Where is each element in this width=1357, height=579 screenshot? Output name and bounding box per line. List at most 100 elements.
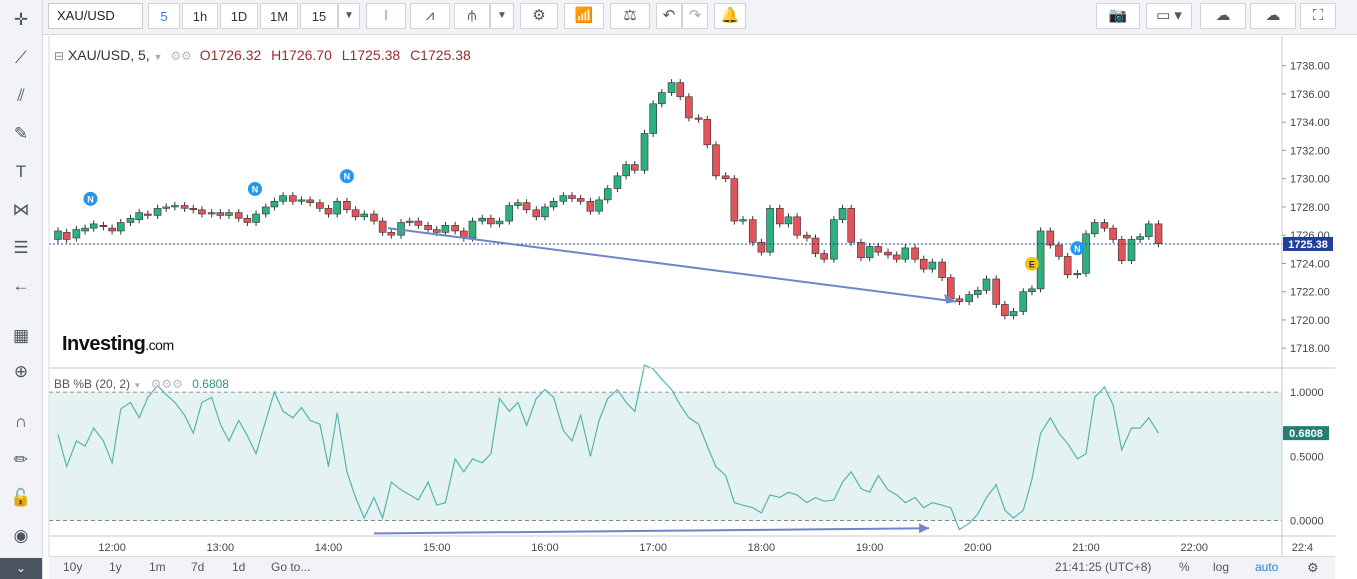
candle-down (685, 96, 693, 119)
indicator-tick-label: 0.5000 (1290, 451, 1324, 463)
eye-visibility-icon[interactable]: ◉ (13, 526, 29, 545)
time-tick-label: 20:00 (964, 542, 992, 554)
line-chart-icon[interactable]: ⩘ (410, 3, 450, 29)
timeframe-1d[interactable]: 1D (220, 3, 258, 29)
auto-scale-toggle[interactable]: auto (1255, 560, 1279, 574)
candle-down (424, 225, 432, 230)
fib-tool-icon[interactable]: ☰ (13, 238, 29, 257)
indicator-name: BB %B (20, 2) (54, 377, 131, 391)
text-tool-icon[interactable]: T (15, 162, 27, 181)
candle-up (162, 206, 171, 209)
legend-dropdown-icon[interactable]: ▼ (153, 52, 163, 62)
legend-settings-icons[interactable]: ⚙⚙ (170, 49, 192, 63)
candle-down (919, 258, 928, 270)
range-7d[interactable]: 7d (191, 560, 205, 574)
candle-up (559, 195, 568, 202)
redo-icon[interactable]: ↷ (682, 3, 708, 29)
candle-up (1127, 239, 1136, 261)
candle-down (803, 234, 811, 239)
trend-line-icon[interactable]: ⟋ (15, 48, 27, 67)
screenshot-camera-icon[interactable]: 📷 (1096, 3, 1140, 29)
save-cloud-icon[interactable]: ☁ (1250, 3, 1296, 29)
candle-up (54, 230, 62, 240)
collapse-legend-icon[interactable]: ⊟ (54, 49, 65, 63)
candle-down (757, 241, 766, 253)
candles (54, 79, 1163, 320)
magnet-icon[interactable]: ∩ (14, 412, 28, 431)
goto-date-button[interactable]: Go to... (271, 560, 311, 574)
candle-down (884, 251, 892, 256)
range-1y[interactable]: 1y (109, 560, 122, 574)
candle-up (360, 213, 369, 218)
load-cloud-icon[interactable]: ☁ (1200, 3, 1246, 29)
timeframe-5[interactable]: 5 (148, 3, 180, 29)
candle-up (928, 261, 937, 270)
indicator-dropdown-icon[interactable]: ▼ (133, 381, 142, 390)
candle-down (712, 144, 720, 177)
crosshair-icon[interactable]: ✛ (13, 10, 29, 29)
timeframe-1m[interactable]: 1M (260, 3, 298, 29)
candle-up (649, 103, 657, 134)
zoom-icon[interactable]: ⊕ (13, 362, 29, 381)
measure-icon[interactable]: ▦ (12, 326, 30, 345)
price-tick-label: 1734.00 (1290, 117, 1330, 129)
indicator-settings-icons[interactable]: ⚙⚙⚙ (150, 377, 183, 391)
alert-icon[interactable]: 🔔 (714, 3, 746, 29)
percent-scale-toggle[interactable]: % (1179, 560, 1190, 574)
brush-icon[interactable]: ✎ (13, 124, 29, 143)
time-tick-label: 15:00 (423, 542, 451, 554)
candle-up (1136, 236, 1144, 240)
candle-up (865, 246, 874, 259)
candle-up (441, 225, 450, 233)
candle-up (1036, 230, 1045, 290)
price-axis: 1718.001720.001722.001724.001726.001728.… (1282, 61, 1330, 355)
price-tick-label: 1736.00 (1290, 89, 1330, 101)
candle-up (207, 212, 216, 215)
draw-mode-icon[interactable]: ✏ (13, 450, 29, 469)
candle-up (784, 216, 793, 225)
fullscreen-icon[interactable]: ⛶ (1300, 3, 1336, 29)
candle-down (180, 205, 189, 209)
range-1m[interactable]: 1m (149, 560, 166, 574)
timeframe-15[interactable]: 15 (300, 3, 338, 29)
pattern-icon[interactable]: ⋈ (12, 200, 30, 219)
candle-up (667, 82, 676, 93)
candle-down (1001, 304, 1009, 317)
event-marker-dot (1070, 241, 1085, 256)
axis-settings-gear-icon[interactable]: ⚙ (1307, 560, 1319, 575)
symbol-input[interactable]: XAU/USD (48, 3, 143, 29)
event-marker-label: N (252, 184, 259, 194)
color-theme-icon[interactable]: ▭ ▾ (1146, 3, 1192, 29)
log-scale-toggle[interactable]: log (1213, 560, 1230, 574)
range-1d[interactable]: 1d (232, 560, 246, 574)
back-arrow-icon[interactable]: ← (12, 276, 30, 295)
indicator-value: 0.6808 (192, 377, 229, 391)
undo-icon[interactable]: ↶ (656, 3, 682, 29)
candle-up (279, 195, 287, 202)
candle-up (135, 212, 143, 220)
candle-down (343, 200, 351, 211)
collapse-toolbar-icon[interactable]: ⌄ (0, 558, 42, 579)
timeframe-dropdown-icon[interactable]: ▼ (338, 3, 360, 29)
candle-down (198, 209, 206, 215)
indicators-icon[interactable]: 📶 (564, 3, 604, 29)
candle-up (613, 175, 622, 189)
candle-down (721, 175, 730, 179)
chart-type-dropdown-icon[interactable]: ▼ (490, 3, 514, 29)
candle-down (1055, 244, 1063, 257)
candle-up (901, 247, 910, 260)
candle-up (89, 223, 98, 229)
range-10y[interactable]: 10y (63, 560, 83, 574)
legend-title: XAU/USD, 5, (67, 47, 150, 63)
compare-scale-icon[interactable]: ⚖ (610, 3, 650, 29)
price-tick-label: 1738.00 (1290, 61, 1330, 73)
candle-up (81, 227, 89, 232)
legend-high: H1726.70 (271, 47, 332, 63)
settings-gear-icon[interactable]: ⚙ (520, 3, 558, 29)
bar-chart-icon[interactable]: ⫛ (454, 3, 490, 29)
timeframe-1h[interactable]: 1h (182, 3, 218, 29)
pitchfork-icon[interactable]: ⫽ (17, 86, 25, 105)
candlestick-chart-icon[interactable]: ⧙ (366, 3, 406, 29)
lock-icon[interactable]: 🔓 (10, 488, 32, 507)
